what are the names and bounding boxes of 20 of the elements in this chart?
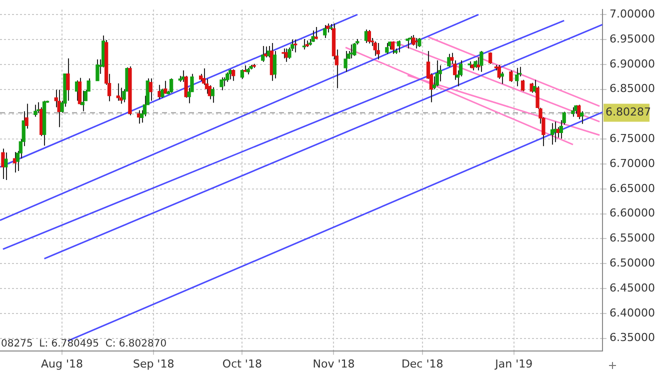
y-tick-label: 6.90000 <box>610 57 656 70</box>
y-tick-label: 6.75000 <box>610 132 656 145</box>
x-tick-label: Aug '18 <box>41 357 84 370</box>
x-tick-label: Sep '18 <box>132 357 174 370</box>
y-tick-label: 6.35000 <box>610 331 656 344</box>
y-tick-label: 6.95000 <box>610 32 656 46</box>
x-tick-label: Oct '18 <box>222 357 262 370</box>
x-tick-label: Dec '18 <box>401 357 444 370</box>
y-tick-label: 6.50000 <box>610 256 656 270</box>
y-tick-label: 6.85000 <box>610 82 656 96</box>
y-tick-label: 6.55000 <box>610 232 656 245</box>
y-tick-label: 7.00000 <box>610 7 656 20</box>
y-tick-label: 6.45000 <box>610 281 656 294</box>
y-tick-label: 6.40000 <box>610 306 656 320</box>
y-tick-label: 6.70000 <box>610 156 656 170</box>
y-tick-label: 6.65000 <box>610 182 656 195</box>
x-tick-label: Nov '18 <box>312 357 355 370</box>
x-tick-label: Jan '19 <box>494 357 533 370</box>
y-tick-label: 6.60000 <box>610 206 656 220</box>
annotation: 08275 L: 6.780495 C: 6.802870 <box>1 338 167 350</box>
